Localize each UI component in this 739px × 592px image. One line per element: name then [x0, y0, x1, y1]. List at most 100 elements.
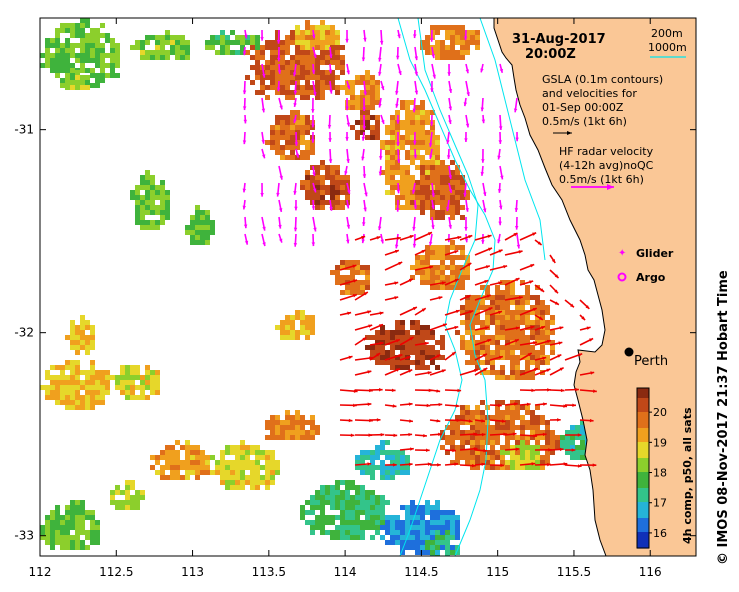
sst-pixel	[375, 505, 380, 510]
sst-pixel	[400, 120, 405, 125]
sst-pixel	[440, 250, 445, 255]
gsla-vector-arrow	[378, 165, 383, 176]
sst-pixel	[50, 390, 55, 395]
sst-pixel	[450, 200, 455, 205]
sst-pixel	[130, 395, 135, 400]
sst-pixel	[75, 85, 80, 90]
gsla-vector-arrow	[395, 80, 399, 95]
sst-pixel	[435, 275, 440, 280]
sst-pixel	[530, 305, 535, 310]
sst-pixel	[465, 405, 470, 410]
sst-pixel	[400, 340, 405, 345]
sst-pixel	[410, 100, 415, 105]
sst-pixel	[235, 35, 240, 40]
sst-pixel	[370, 475, 375, 480]
sst-pixel	[535, 340, 540, 345]
sst-pixel	[535, 450, 540, 455]
sst-pixel	[510, 420, 515, 425]
sst-pixel	[440, 210, 445, 215]
sst-pixel	[465, 315, 470, 320]
sst-pixel	[310, 520, 315, 525]
sst-pixel	[475, 445, 480, 450]
sst-pixel	[430, 160, 435, 165]
sst-pixel	[460, 30, 465, 35]
hf-vector-arrow	[414, 231, 433, 241]
sst-pixel	[415, 350, 420, 355]
sst-pixel	[400, 360, 405, 365]
sst-pixel	[190, 450, 195, 455]
gsla-vector-arrow	[294, 131, 299, 146]
sst-pixel	[340, 525, 345, 530]
sst-pixel	[425, 335, 430, 340]
sst-pixel	[350, 515, 355, 520]
sst-pixel	[475, 30, 480, 35]
sst-pixel	[360, 280, 365, 285]
colorbar-segment	[637, 458, 649, 461]
sst-pixel	[375, 525, 380, 530]
sst-pixel	[140, 220, 145, 225]
sst-pixel	[105, 370, 110, 375]
sst-pixel	[280, 120, 285, 125]
sst-pixel	[285, 330, 290, 335]
sst-pixel	[330, 55, 335, 60]
sst-pixel	[140, 185, 145, 190]
sst-pixel	[240, 460, 245, 465]
sst-pixel	[90, 48, 95, 53]
sst-pixel	[150, 195, 155, 200]
sst-pixel	[390, 180, 395, 185]
sst-pixel	[375, 80, 380, 85]
sst-pixel	[255, 70, 260, 75]
sst-pixel	[150, 455, 155, 460]
sst-pixel	[425, 350, 430, 355]
sst-pixel	[400, 165, 405, 170]
sst-pixel	[245, 75, 250, 80]
sst-pixel	[570, 450, 575, 455]
gsla-vector-arrow	[242, 46, 247, 56]
sst-pixel	[520, 405, 525, 410]
sst-pixel	[205, 220, 210, 225]
sst-pixel	[290, 110, 295, 115]
hf-vector-arrow	[459, 432, 478, 436]
sst-pixel	[130, 495, 135, 500]
sst-pixel	[520, 375, 525, 380]
sst-pixel	[70, 545, 75, 550]
sst-pixel	[275, 145, 280, 150]
sst-pixel	[225, 445, 230, 450]
sst-pixel	[505, 315, 510, 320]
sst-pixel	[100, 73, 105, 78]
sst-pixel	[430, 140, 435, 145]
sst-pixel	[535, 415, 540, 420]
sst-pixel	[545, 335, 550, 340]
hf-vector-arrow	[369, 352, 381, 361]
hf-vector-arrow	[414, 265, 434, 271]
sst-pixel	[330, 35, 335, 40]
sst-pixel	[340, 515, 345, 520]
sst-pixel	[90, 43, 95, 48]
sst-pixel	[305, 50, 310, 55]
sst-pixel	[295, 330, 300, 335]
hf-vector-arrow	[339, 389, 358, 393]
sst-pixel	[550, 345, 555, 350]
hf-vector-arrow	[474, 462, 486, 467]
sst-pixel	[460, 420, 465, 425]
sst-pixel	[150, 190, 155, 195]
sst-pixel	[545, 420, 550, 425]
sst-pixel	[70, 48, 75, 53]
sst-pixel	[370, 500, 375, 505]
sst-pixel	[285, 75, 290, 80]
hf-vector-arrow	[519, 232, 537, 241]
sst-pixel	[310, 435, 315, 440]
colorbar-segment	[637, 526, 649, 529]
sst-pixel	[305, 80, 310, 85]
sst-pixel	[315, 180, 320, 185]
sst-pixel	[175, 55, 180, 60]
sst-pixel	[475, 455, 480, 460]
sst-pixel	[65, 385, 70, 390]
sst-pixel	[400, 175, 405, 180]
sst-pixel	[175, 475, 180, 480]
sst-pixel	[345, 275, 350, 280]
sst-pixel	[245, 450, 250, 455]
sst-pixel	[415, 515, 420, 520]
sst-pixel	[40, 530, 45, 535]
sst-pixel	[360, 465, 365, 470]
